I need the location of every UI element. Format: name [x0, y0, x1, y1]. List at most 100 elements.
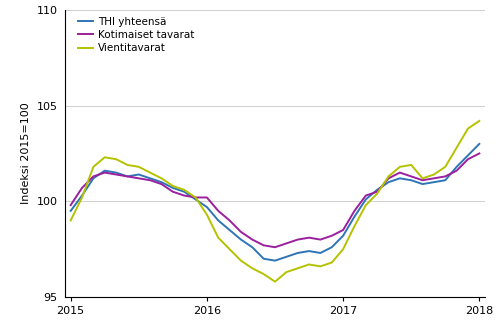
THI yhteensä	[340, 234, 346, 238]
Kotimaiset tavarat	[294, 238, 300, 242]
THI yhteensä	[374, 188, 380, 192]
Kotimaiset tavarat	[170, 190, 176, 194]
THI yhteensä	[465, 153, 471, 157]
THI yhteensä	[79, 194, 85, 198]
Vientitavarat	[68, 218, 73, 222]
Kotimaiset tavarat	[431, 176, 437, 180]
THI yhteensä	[476, 142, 482, 146]
THI yhteensä	[294, 251, 300, 255]
Vientitavarat	[420, 176, 426, 180]
Kotimaiset tavarat	[318, 238, 324, 242]
THI yhteensä	[329, 245, 335, 249]
Kotimaiset tavarat	[68, 203, 73, 207]
Kotimaiset tavarat	[215, 209, 221, 213]
THI yhteensä	[397, 176, 403, 180]
Kotimaiset tavarat	[113, 173, 119, 177]
Kotimaiset tavarat	[408, 175, 414, 179]
Kotimaiset tavarat	[204, 195, 210, 199]
Kotimaiset tavarat	[136, 176, 142, 180]
Kotimaiset tavarat	[124, 175, 130, 179]
Kotimaiset tavarat	[363, 194, 369, 198]
THI yhteensä	[454, 165, 460, 169]
Kotimaiset tavarat	[238, 230, 244, 234]
Kotimaiset tavarat	[454, 169, 460, 173]
Kotimaiset tavarat	[306, 236, 312, 240]
THI yhteensä	[147, 176, 153, 180]
Kotimaiset tavarat	[386, 176, 392, 180]
Vientitavarat	[79, 195, 85, 199]
Kotimaiset tavarat	[340, 228, 346, 232]
THI yhteensä	[238, 238, 244, 242]
Vientitavarat	[124, 163, 130, 167]
Vientitavarat	[260, 272, 266, 276]
Kotimaiset tavarat	[329, 234, 335, 238]
Vientitavarat	[102, 155, 107, 159]
THI yhteensä	[272, 259, 278, 263]
Kotimaiset tavarat	[181, 194, 187, 198]
Vientitavarat	[397, 165, 403, 169]
THI yhteensä	[363, 197, 369, 201]
Vientitavarat	[204, 213, 210, 217]
Y-axis label: Indeksi 2015=100: Indeksi 2015=100	[21, 103, 31, 204]
Vientitavarat	[250, 266, 256, 270]
THI yhteensä	[284, 255, 290, 259]
Vientitavarat	[284, 270, 290, 274]
THI yhteensä	[215, 218, 221, 222]
THI yhteensä	[352, 214, 358, 218]
Vientitavarat	[181, 188, 187, 192]
Kotimaiset tavarat	[158, 182, 164, 186]
Vientitavarat	[442, 165, 448, 169]
THI yhteensä	[102, 169, 107, 173]
Line: Vientitavarat: Vientitavarat	[70, 121, 480, 282]
Vientitavarat	[170, 184, 176, 188]
Vientitavarat	[226, 247, 232, 251]
Kotimaiset tavarat	[374, 190, 380, 194]
THI yhteensä	[181, 190, 187, 194]
Vientitavarat	[374, 192, 380, 196]
THI yhteensä	[260, 257, 266, 261]
Kotimaiset tavarat	[397, 171, 403, 175]
Kotimaiset tavarat	[442, 175, 448, 179]
Kotimaiset tavarat	[352, 209, 358, 213]
Vientitavarat	[158, 176, 164, 180]
Kotimaiset tavarat	[79, 186, 85, 190]
Vientitavarat	[136, 165, 142, 169]
THI yhteensä	[170, 186, 176, 190]
THI yhteensä	[68, 209, 73, 213]
Vientitavarat	[238, 259, 244, 263]
Vientitavarat	[113, 157, 119, 161]
THI yhteensä	[158, 180, 164, 184]
THI yhteensä	[204, 205, 210, 209]
Legend: THI yhteensä, Kotimaiset tavarat, Vientitavarat: THI yhteensä, Kotimaiset tavarat, Vienti…	[74, 13, 199, 57]
Vientitavarat	[294, 266, 300, 270]
THI yhteensä	[113, 171, 119, 175]
Kotimaiset tavarat	[272, 245, 278, 249]
THI yhteensä	[408, 178, 414, 182]
Line: THI yhteensä: THI yhteensä	[70, 144, 480, 261]
THI yhteensä	[136, 173, 142, 177]
Vientitavarat	[363, 203, 369, 207]
Kotimaiset tavarat	[476, 151, 482, 155]
Kotimaiset tavarat	[420, 178, 426, 182]
THI yhteensä	[442, 178, 448, 182]
THI yhteensä	[226, 228, 232, 232]
Vientitavarat	[431, 173, 437, 177]
Vientitavarat	[147, 171, 153, 175]
Kotimaiset tavarat	[147, 178, 153, 182]
Vientitavarat	[476, 119, 482, 123]
THI yhteensä	[386, 180, 392, 184]
Vientitavarat	[352, 224, 358, 228]
Vientitavarat	[329, 261, 335, 265]
THI yhteensä	[192, 197, 198, 201]
Kotimaiset tavarat	[284, 242, 290, 246]
Vientitavarat	[386, 175, 392, 179]
Kotimaiset tavarat	[192, 195, 198, 199]
Vientitavarat	[408, 163, 414, 167]
Vientitavarat	[454, 146, 460, 150]
Vientitavarat	[465, 127, 471, 131]
THI yhteensä	[420, 182, 426, 186]
Vientitavarat	[340, 247, 346, 251]
THI yhteensä	[90, 176, 96, 180]
Vientitavarat	[272, 280, 278, 284]
THI yhteensä	[318, 251, 324, 255]
